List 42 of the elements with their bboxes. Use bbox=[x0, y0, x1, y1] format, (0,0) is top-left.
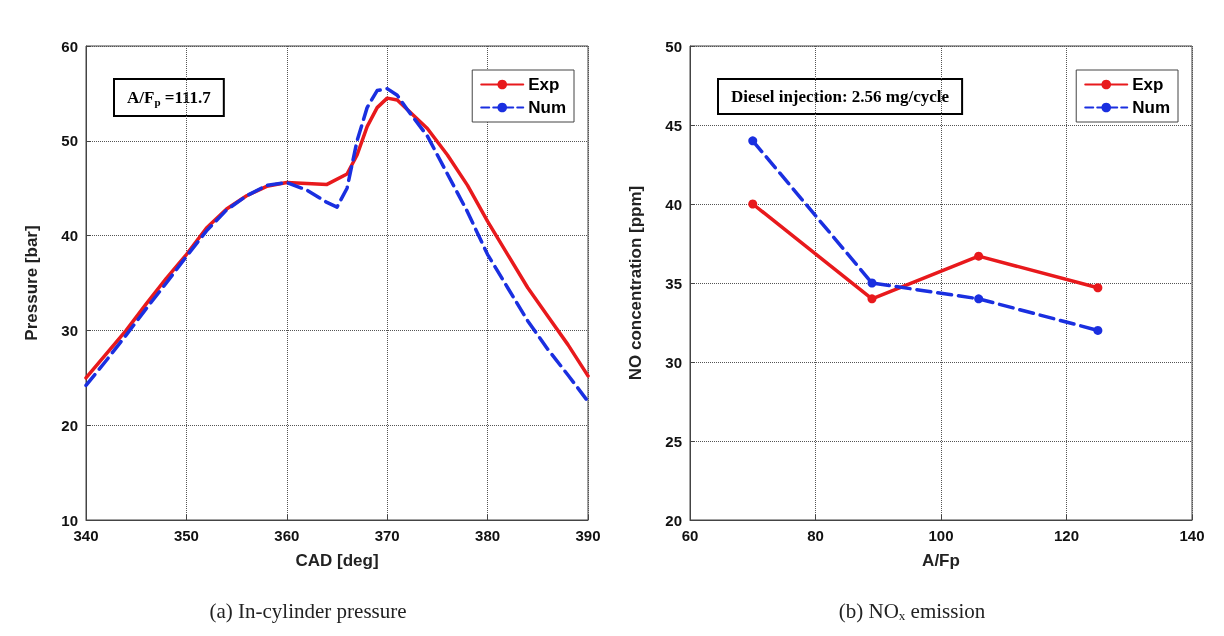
point bbox=[867, 294, 877, 304]
y-axis-title: Pressure [bar] bbox=[22, 225, 41, 341]
x-tick-label: 350 bbox=[173, 527, 199, 544]
x-tick-label: 380 bbox=[475, 527, 501, 544]
text: (a) In-cylinder pressure bbox=[209, 598, 407, 623]
point bbox=[974, 251, 984, 261]
y-tick-label: 30 bbox=[61, 321, 78, 339]
y-tick-label: 40 bbox=[665, 195, 682, 213]
y-axis-title: NO concentration [ppm] bbox=[626, 185, 645, 381]
y-tick-label: 30 bbox=[665, 353, 682, 371]
legend-label: Exp bbox=[1132, 75, 1164, 94]
x-axis-title: A/Fp bbox=[922, 551, 960, 570]
y-tick-label: 40 bbox=[61, 227, 78, 245]
point bbox=[1093, 325, 1103, 335]
x-tick-label: 360 bbox=[274, 527, 300, 544]
y-tick-label: 50 bbox=[61, 132, 78, 150]
point bbox=[1093, 283, 1103, 293]
y-tick-label: 45 bbox=[665, 116, 682, 134]
y-tick-label: 20 bbox=[61, 416, 78, 434]
annotation: Diesel injection: 2.56 mg/cycle bbox=[731, 87, 950, 106]
x-tick-label: 340 bbox=[73, 527, 99, 544]
point bbox=[974, 294, 984, 304]
point bbox=[748, 199, 758, 209]
point bbox=[748, 136, 758, 146]
x-tick-label: 140 bbox=[1179, 527, 1205, 544]
legend-label: Num bbox=[1132, 98, 1170, 117]
y-tick-label: 35 bbox=[665, 274, 682, 292]
x-tick-label: 390 bbox=[575, 527, 601, 544]
x-axis-title: CAD [deg] bbox=[295, 551, 379, 570]
x-tick-label: 120 bbox=[1053, 527, 1080, 544]
x-tick-label: 60 bbox=[681, 527, 699, 544]
legend-label: Exp bbox=[528, 75, 560, 94]
x-tick-label: 100 bbox=[928, 527, 954, 544]
y-tick-label: 10 bbox=[61, 511, 78, 529]
x-tick-label: 370 bbox=[374, 527, 400, 544]
y-tick-label: 25 bbox=[665, 432, 682, 450]
legend-label: Num bbox=[528, 98, 566, 117]
y-tick-label: 20 bbox=[665, 511, 682, 529]
point bbox=[867, 278, 877, 288]
y-tick-label: 60 bbox=[61, 37, 78, 55]
x-tick-label: 80 bbox=[807, 527, 824, 544]
y-tick-label: 50 bbox=[665, 37, 682, 55]
